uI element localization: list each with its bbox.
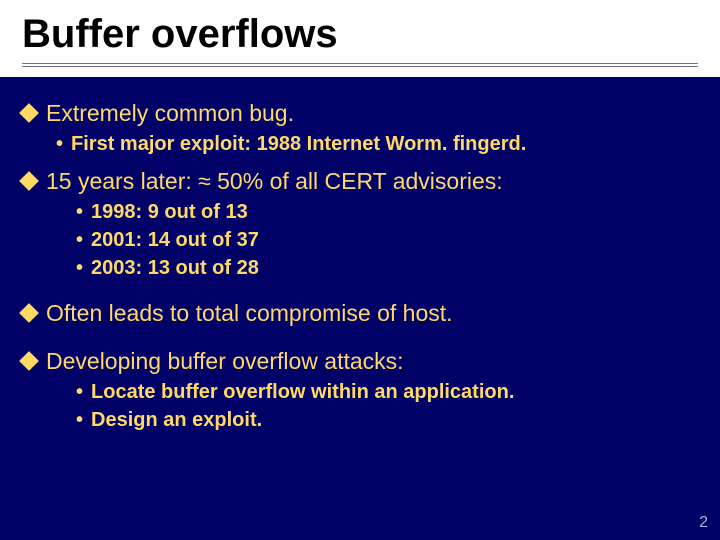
bullet-l1: Extremely common bug. <box>22 99 702 129</box>
dot-bullet-icon: • <box>76 199 83 225</box>
dot-bullet-icon: • <box>76 227 83 253</box>
diamond-bullet-icon <box>19 103 39 123</box>
bullet-text: 1998: 9 out of 13 <box>91 199 248 225</box>
bullet-text: First major exploit: 1988 Internet Worm.… <box>71 131 526 157</box>
bullet-text: Extremely common bug. <box>46 99 294 129</box>
bullet-l2: • First major exploit: 1988 Internet Wor… <box>56 131 702 157</box>
slide-title: Buffer overflows <box>0 0 720 59</box>
bullet-text: 2001: 14 out of 37 <box>91 227 259 253</box>
bullet-text: Developing buffer overflow attacks: <box>46 347 404 377</box>
slide-number: 2 <box>699 514 708 532</box>
bullet-l1: Developing buffer overflow attacks: <box>22 347 702 377</box>
bullet-text: Often leads to total compromise of host. <box>46 299 453 329</box>
diamond-bullet-icon <box>19 171 39 191</box>
bullet-text: Locate buffer overflow within an applica… <box>91 379 514 405</box>
bullet-text: 2003: 13 out of 28 <box>91 255 259 281</box>
title-rule-wrap <box>0 59 720 77</box>
dot-bullet-icon: • <box>76 379 83 405</box>
bullet-l1: Often leads to total compromise of host. <box>22 299 702 329</box>
bullet-l2: • Design an exploit. <box>76 407 702 433</box>
bullet-text: 15 years later: ≈ 50% of all CERT adviso… <box>46 167 503 197</box>
dot-bullet-icon: • <box>76 407 83 433</box>
dot-bullet-icon: • <box>56 131 63 157</box>
dot-bullet-icon: • <box>76 255 83 281</box>
slide-body: Extremely common bug. • First major expl… <box>0 77 720 433</box>
diamond-bullet-icon <box>19 351 39 371</box>
bullet-l2: • Locate buffer overflow within an appli… <box>76 379 702 405</box>
bullet-l2: • 2003: 13 out of 28 <box>76 255 702 281</box>
title-rule <box>22 63 698 67</box>
bullet-l2: • 2001: 14 out of 37 <box>76 227 702 253</box>
bullet-l1: 15 years later: ≈ 50% of all CERT adviso… <box>22 167 702 197</box>
diamond-bullet-icon <box>19 303 39 323</box>
bullet-text: Design an exploit. <box>91 407 262 433</box>
bullet-l2: • 1998: 9 out of 13 <box>76 199 702 225</box>
